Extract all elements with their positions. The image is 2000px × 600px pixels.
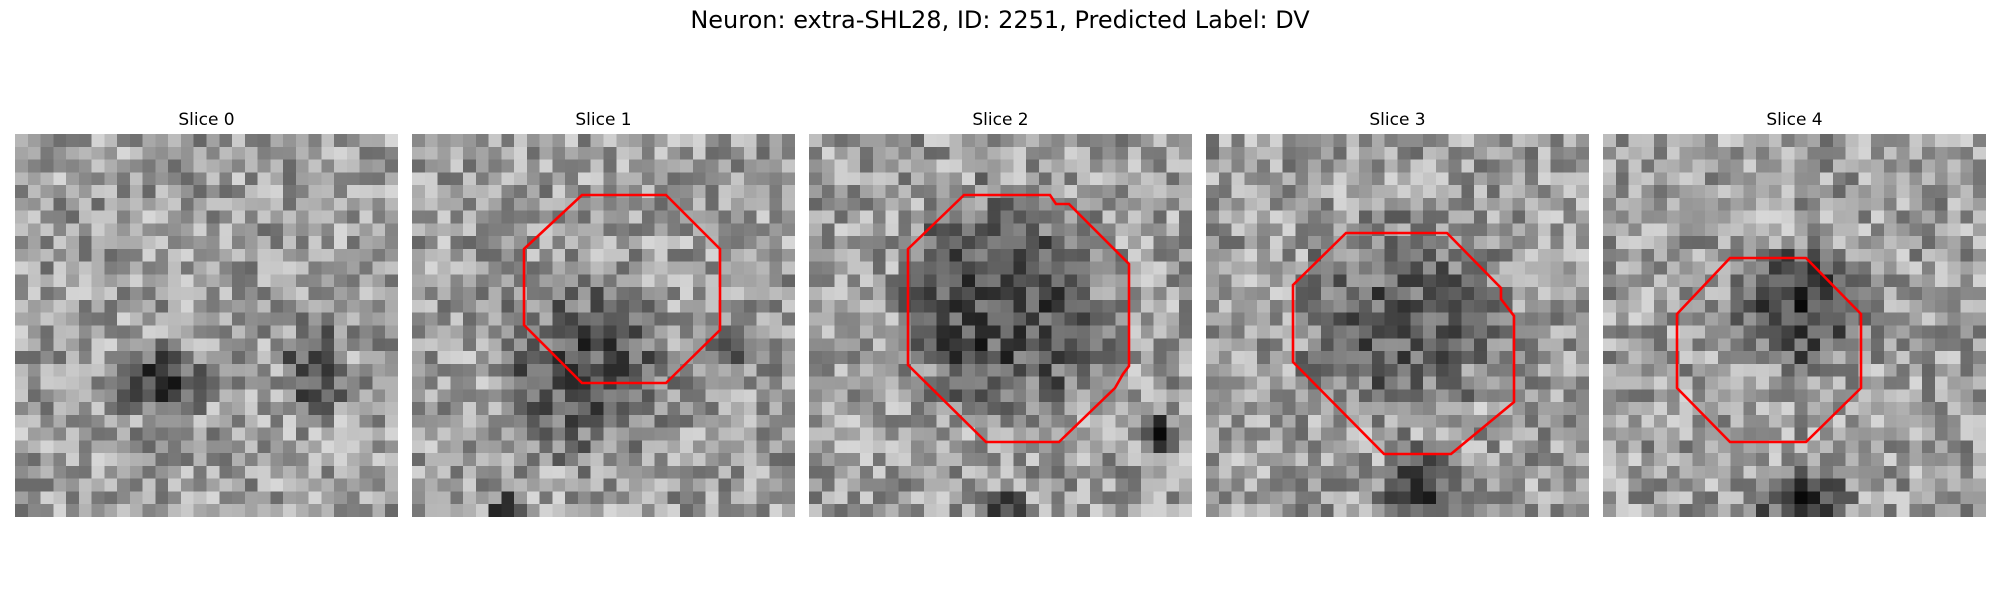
slice-title-2: Slice 2 xyxy=(972,110,1029,130)
slice-title-3: Slice 3 xyxy=(1369,110,1426,130)
slice-title-1: Slice 1 xyxy=(575,110,632,130)
slice-panel-3: Slice 3 xyxy=(1206,108,1589,517)
roi-contour-slice-1 xyxy=(522,193,722,385)
slice-title-0: Slice 0 xyxy=(178,110,235,130)
microscopy-image-slice-4 xyxy=(1603,134,1986,517)
roi-contour-slice-2 xyxy=(906,193,1131,444)
slice-panel-0: Slice 0 xyxy=(15,108,398,517)
roi-contour xyxy=(1291,231,1516,456)
slice-title-4: Slice 4 xyxy=(1766,110,1823,130)
roi-contour-slice-3 xyxy=(1291,231,1516,456)
roi-contour xyxy=(906,193,1131,444)
figure-title: Neuron: extra-SHL28, ID: 2251, Predicted… xyxy=(690,6,1310,34)
roi-contour xyxy=(1675,256,1863,444)
roi-contour xyxy=(522,193,722,385)
slice-panel-4: Slice 4 xyxy=(1603,108,1986,517)
roi-contour-slice-4 xyxy=(1675,256,1863,444)
slice-panel-1: Slice 1 xyxy=(412,108,795,517)
microscopy-image-slice-1 xyxy=(412,134,795,517)
microscopy-image-slice-0 xyxy=(15,134,398,517)
slice-panel-2: Slice 2 xyxy=(809,108,1192,517)
